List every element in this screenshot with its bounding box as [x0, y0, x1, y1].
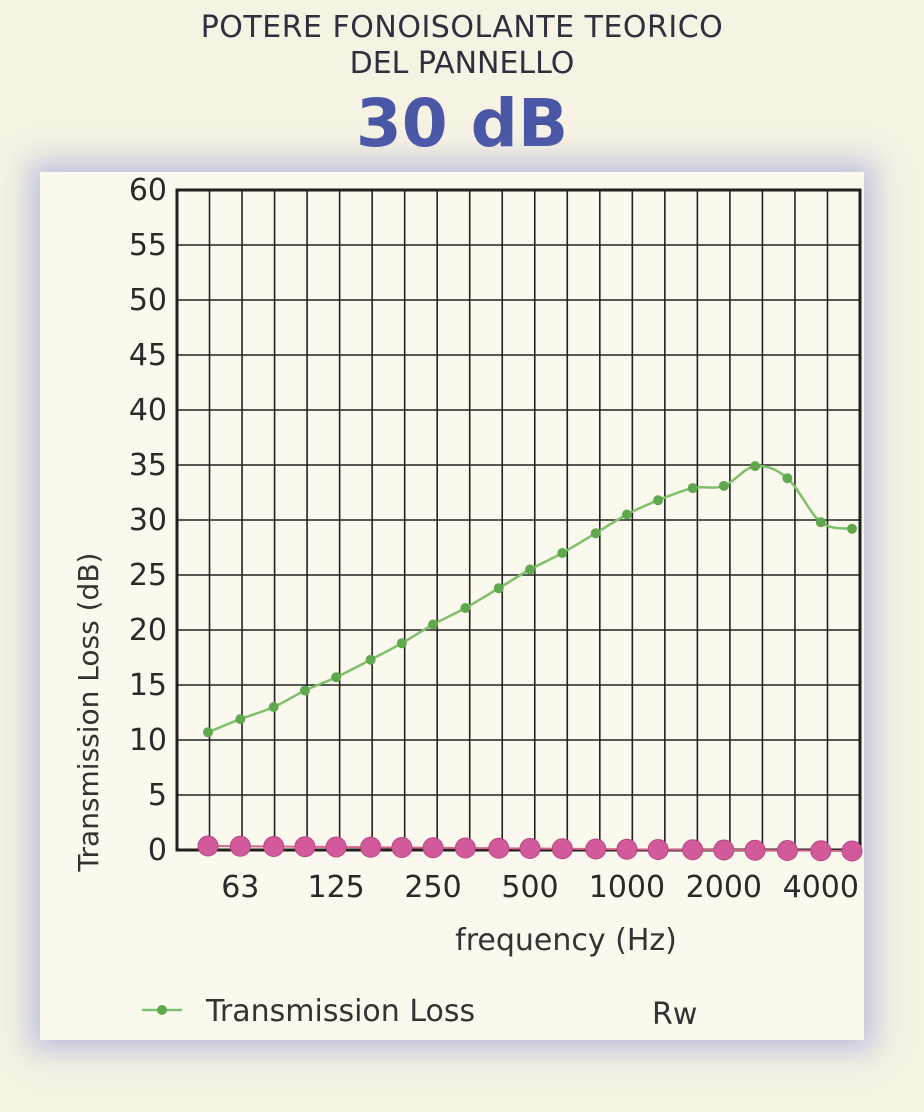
y-tick-labels: 0 5 10 15 20 25 30 35 40 45 50 55 60 — [129, 173, 167, 868]
tl-point — [460, 603, 471, 613]
y-tick-label: 25 — [129, 558, 167, 593]
chart-panel: 0 5 10 15 20 25 30 35 40 45 50 55 60 63 125 250 500 1000… — [40, 172, 864, 1040]
legend: Transmission Loss Rw — [142, 994, 697, 1032]
rw-point — [422, 837, 444, 859]
rw-point — [229, 835, 251, 857]
rw-point — [810, 840, 832, 862]
rw-point — [519, 838, 541, 859]
x-tick-label: 2000 — [686, 870, 762, 905]
x-tick-label: 1000 — [589, 870, 665, 905]
rw-point — [682, 839, 704, 861]
tl-point — [653, 495, 664, 506]
rw-point — [263, 836, 285, 857]
y-tick-label: 55 — [129, 228, 167, 263]
rw-point — [551, 838, 573, 860]
rw-point — [776, 840, 798, 861]
tl-point — [235, 714, 246, 725]
rw-point — [325, 836, 347, 858]
tl-point — [365, 654, 376, 665]
y-tick-label: 5 — [148, 778, 167, 813]
rw-point — [454, 837, 476, 859]
rw-point — [647, 839, 669, 860]
y-tick-label: 20 — [129, 613, 167, 648]
rw-point — [391, 837, 413, 858]
tl-point — [782, 473, 793, 484]
chart-grid — [175, 188, 862, 852]
rw-point — [744, 839, 766, 861]
rw-point — [294, 836, 316, 858]
x-tick-label: 4000 — [783, 870, 859, 905]
legend-tl-label: Transmission Loss — [205, 994, 475, 1029]
tl-point — [621, 509, 632, 520]
tl-point — [557, 548, 568, 558]
y-tick-label: 40 — [129, 393, 167, 428]
y-tick-label: 35 — [129, 448, 167, 483]
transmission-loss-chart: 0 5 10 15 20 25 30 35 40 45 50 55 60 63 125 250 500 1000… — [72, 173, 863, 1032]
x-tick-label: 125 — [308, 870, 365, 905]
rw-point — [585, 838, 607, 860]
rw-point — [197, 835, 219, 857]
legend-tl-marker — [157, 1005, 167, 1015]
y-tick-label: 30 — [129, 503, 167, 538]
tl-point — [428, 619, 439, 630]
tl-point — [815, 517, 826, 528]
tl-point — [268, 702, 279, 712]
rating-value: 30 dB — [355, 85, 569, 162]
tl-point — [847, 523, 857, 534]
tl-point — [750, 461, 761, 472]
y-tick-label: 10 — [129, 723, 167, 758]
series-transmission-loss — [203, 461, 857, 738]
chart-title-line1: POTERE FONOISOLANTE TEORICO — [200, 10, 724, 45]
rw-point — [360, 836, 382, 858]
rw-point — [713, 839, 735, 861]
y-tick-label: 0 — [148, 833, 167, 868]
rw-point — [616, 838, 638, 860]
tl-point — [299, 685, 310, 696]
tl-point — [718, 480, 729, 491]
x-tick-label: 500 — [501, 870, 558, 905]
tl-point — [203, 727, 213, 738]
x-axis-label: frequency (Hz) — [455, 923, 677, 958]
rw-point — [488, 837, 510, 859]
tl-point — [396, 638, 407, 649]
tl-point — [331, 672, 342, 683]
y-tick-label: 15 — [129, 668, 167, 703]
y-tick-label: 50 — [129, 283, 167, 318]
chart-title-line2: DEL PANNELLO — [349, 46, 575, 81]
tl-point — [590, 528, 601, 539]
rw-point — [841, 840, 863, 862]
x-tick-label: 250 — [404, 870, 461, 905]
x-tick-label: 63 — [221, 870, 259, 905]
legend-rw-label: Rw — [652, 997, 697, 1032]
tl-point — [687, 483, 698, 494]
y-tick-label: 60 — [129, 173, 167, 208]
y-tick-label: 45 — [129, 338, 167, 373]
y-axis-label: Transmission Loss (dB) — [72, 553, 105, 873]
x-tick-labels: 63 125 250 500 1000 2000 4000 — [221, 870, 859, 905]
tl-point — [525, 564, 535, 575]
series-rw — [197, 835, 863, 862]
tl-point — [493, 583, 504, 594]
